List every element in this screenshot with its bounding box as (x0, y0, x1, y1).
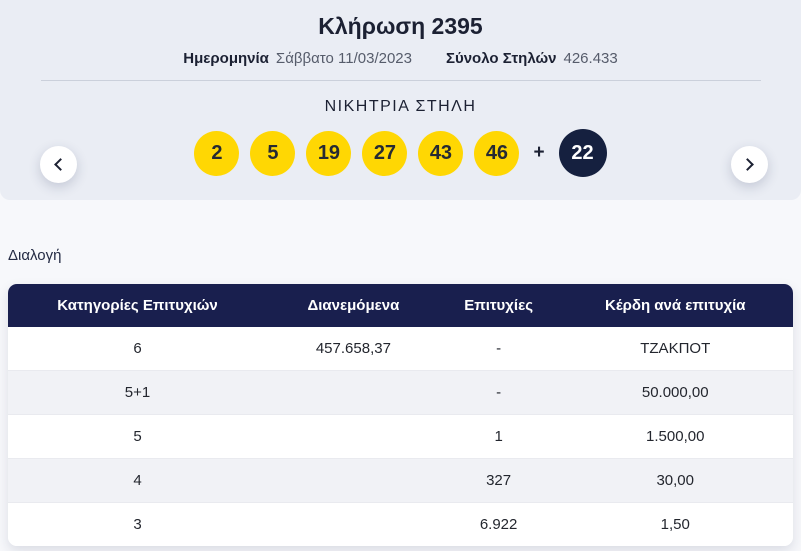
results-section-label: Διαλογή (8, 247, 62, 264)
plus-sign: + (533, 142, 545, 163)
hero-divider (40, 80, 761, 81)
draw-hero: Κλήρωση 2395 Ημερομηνία Σάββατο 11/03/20… (0, 0, 801, 200)
winning-numbers: 2 5 19 27 43 46 + 22 (0, 129, 801, 177)
cell-winners: 1 (494, 428, 503, 445)
cell-prize: 30,00 (656, 472, 694, 489)
prev-draw-button[interactable] (40, 146, 77, 183)
winning-number-ball: 5 (250, 130, 296, 176)
results-table: Κατηγορίες Επιτυχιών Διανεμόμενα Επιτυχί… (8, 284, 793, 546)
cell-prize: 50.000,00 (641, 384, 709, 401)
draw-date: Ημερομηνία Σάββατο 11/03/2023 (183, 50, 412, 67)
chevron-right-icon (741, 158, 754, 171)
cell-category: 4 (133, 472, 142, 489)
table-header-row: Κατηγορίες Επιτυχιών Διανεμόμενα Επιτυχί… (8, 284, 793, 327)
cell-category: 5 (133, 428, 142, 445)
total-columns: Σύνολο Στηλών 426.433 (446, 50, 618, 67)
winning-number-ball: 2 (194, 130, 240, 176)
winning-number-ball: 46 (474, 130, 520, 176)
cell-winners: 327 (486, 472, 512, 489)
winning-number-ball: 43 (418, 130, 464, 176)
table-row: 3 6.922 1,50 (8, 502, 793, 546)
table-row: 5+1 - 50.000,00 (8, 370, 793, 414)
winning-number-ball: 19 (306, 130, 352, 176)
cell-category: 3 (133, 516, 142, 533)
cell-winners: - (496, 340, 502, 357)
total-columns-label: Σύνολο Στηλών (445, 50, 557, 67)
cell-prize: 1,50 (660, 516, 690, 533)
table-row: 6 457.658,37 - ΤΖΑΚΠΟΤ (8, 327, 793, 370)
cell-distributed: 457.658,37 (315, 340, 391, 357)
bonus-number-ball: 22 (558, 129, 607, 177)
draw-date-label: Ημερομηνία (183, 50, 269, 67)
header-cell-winners: Επιτυχίες (464, 297, 534, 314)
winning-number-ball: 27 (362, 130, 408, 176)
draw-meta: Ημερομηνία Σάββατο 11/03/2023 Σύνολο Στη… (0, 50, 801, 67)
cell-winners: - (496, 384, 502, 401)
total-columns-value: 426.433 (563, 50, 618, 67)
cell-prize: 1.500,00 (646, 428, 705, 445)
cell-category: 6 (133, 340, 142, 357)
cell-prize: ΤΖΑΚΠΟΤ (640, 340, 711, 357)
header-cell-distributed: Διανεμόμενα (307, 297, 400, 314)
table-row: 4 327 30,00 (8, 458, 793, 502)
header-cell-categories: Κατηγορίες Επιτυχιών (57, 297, 218, 314)
chevron-left-icon (54, 158, 67, 171)
draw-date-value: Σάββατο 11/03/2023 (275, 50, 412, 67)
draw-title: Κλήρωση 2395 (318, 13, 483, 39)
header-cell-prize: Κέρδη ανά επιτυχία (604, 297, 746, 314)
next-draw-button[interactable] (731, 146, 768, 183)
cell-category: 5+1 (124, 384, 151, 401)
table-row: 5 1 1.500,00 (8, 414, 793, 458)
winning-column-heading: ΝΙΚΗΤΡΙΑ ΣΤΗΛΗ (324, 98, 477, 115)
cell-winners: 6.922 (479, 516, 518, 533)
